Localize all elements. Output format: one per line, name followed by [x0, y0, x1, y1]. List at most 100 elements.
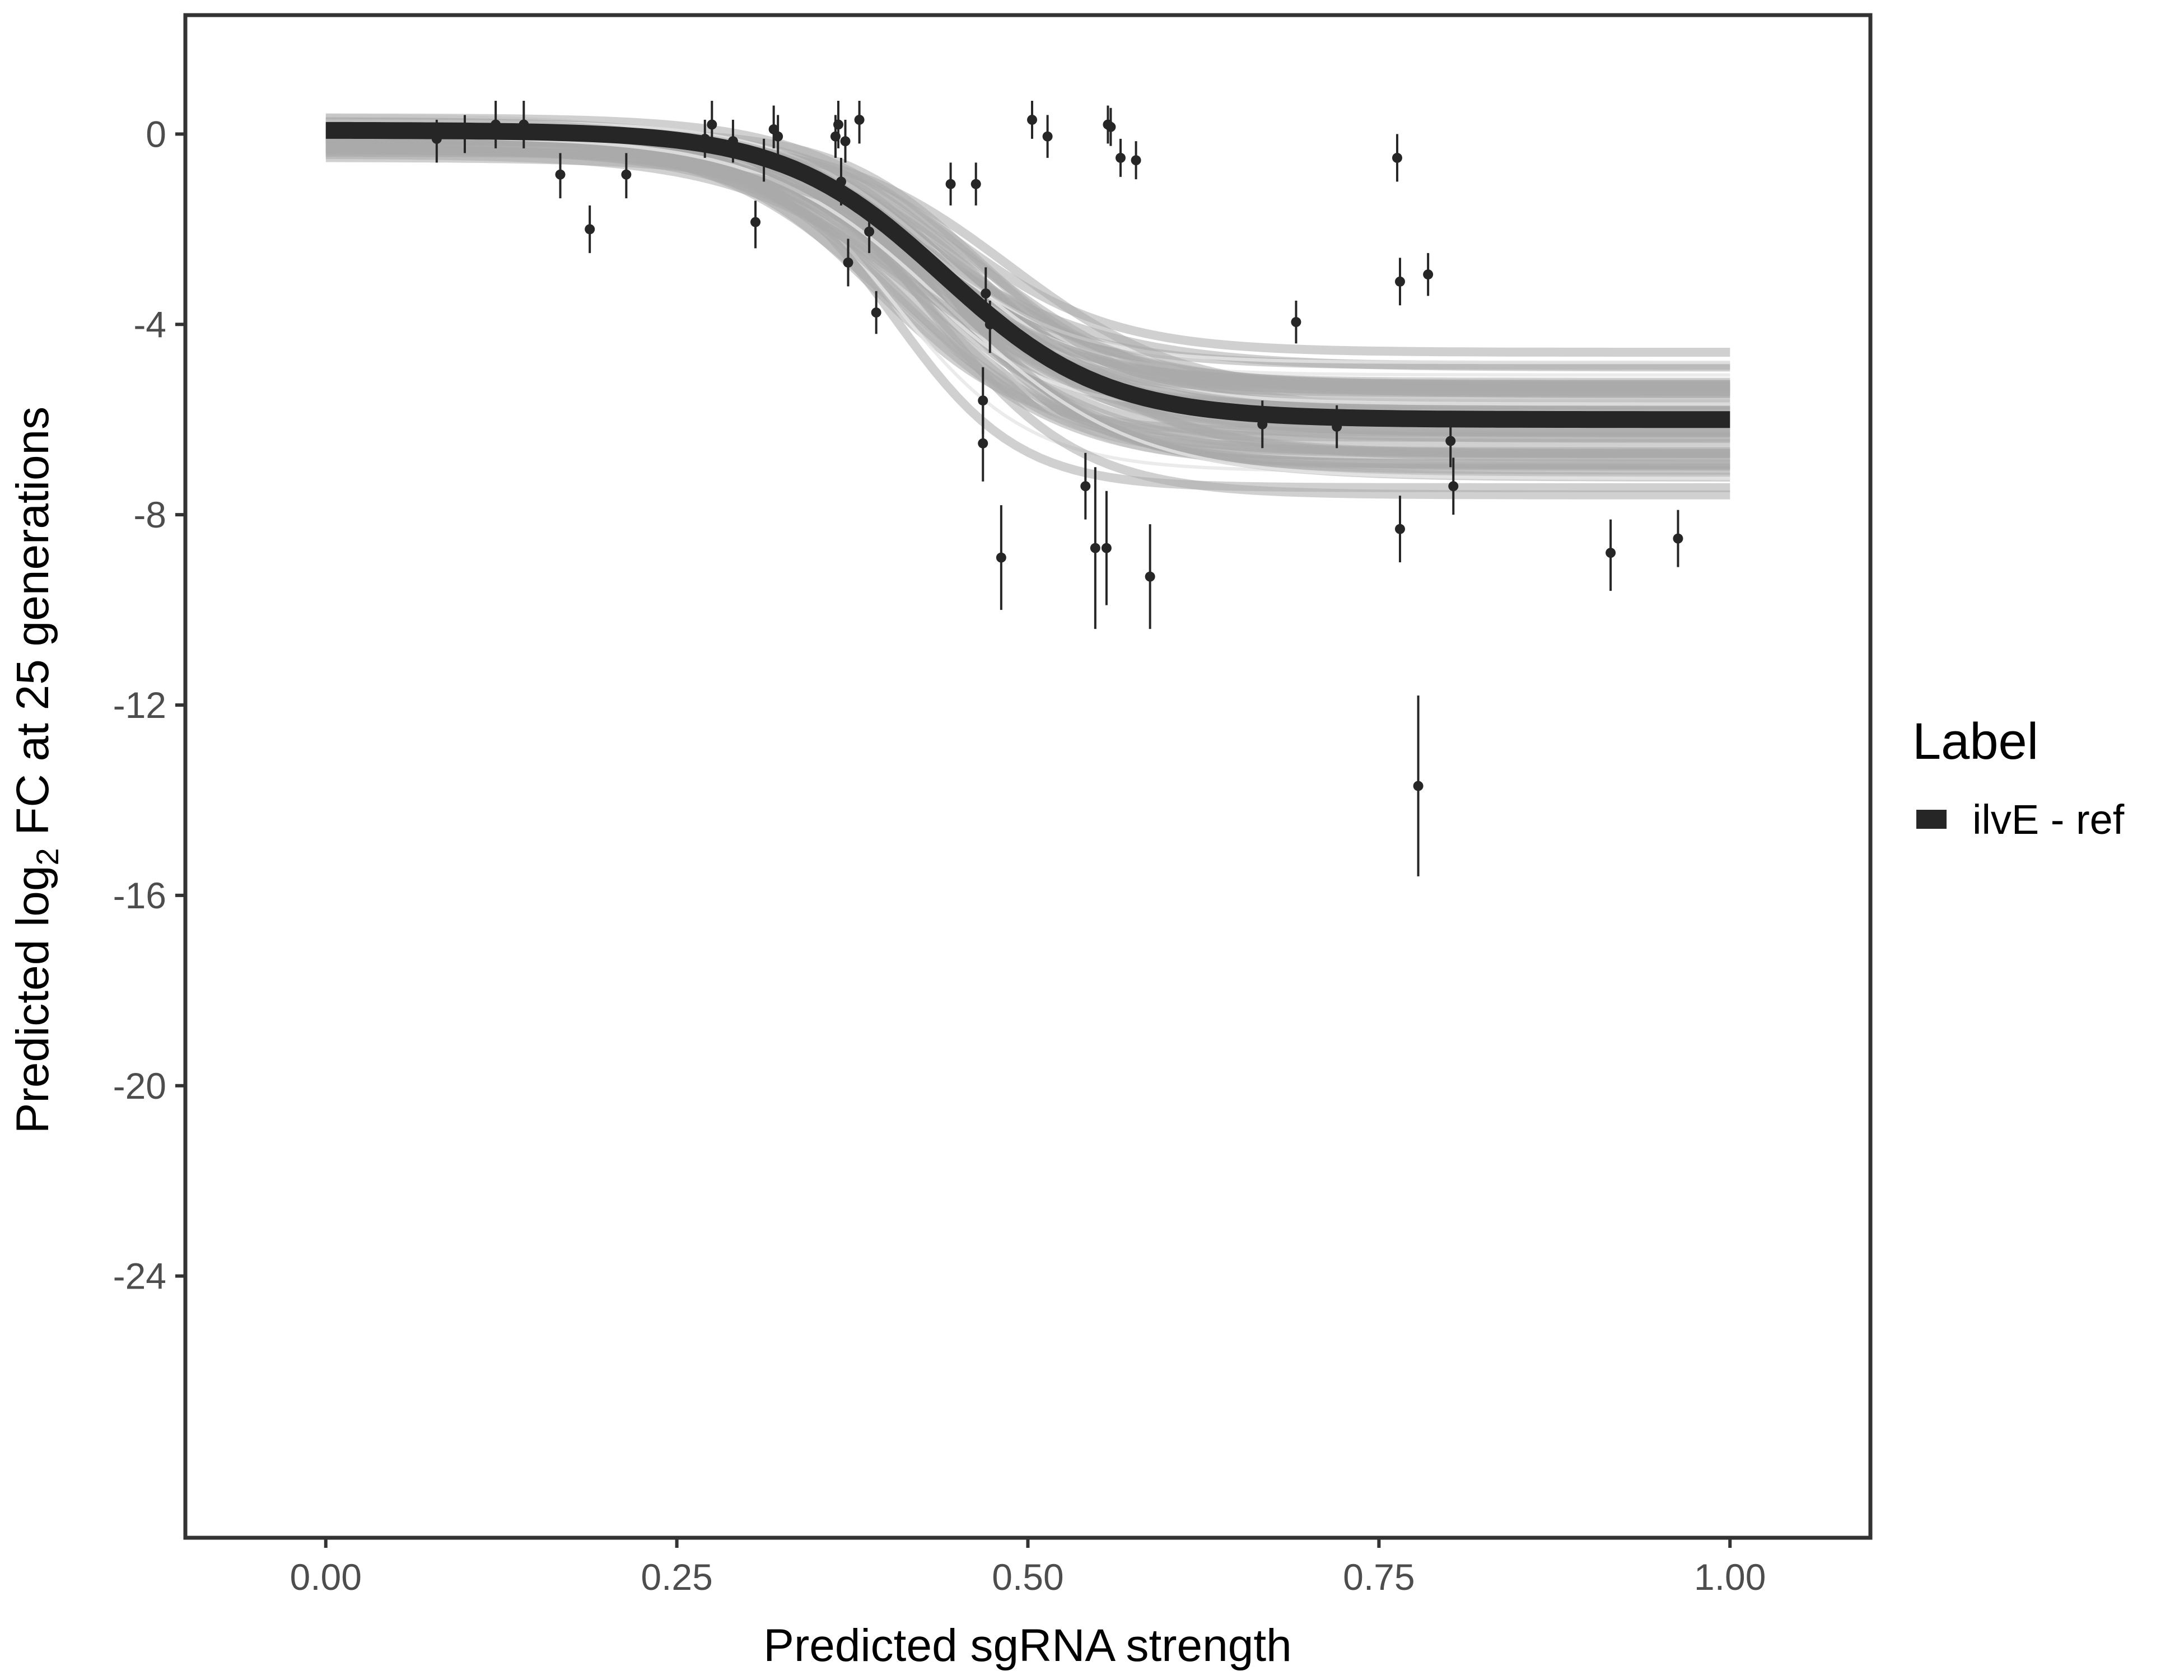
point-marker [1392, 152, 1402, 163]
data-point [981, 267, 991, 320]
point-marker [970, 179, 981, 189]
posterior-sample-curve [325, 113, 1730, 357]
point-marker [699, 133, 710, 144]
point-marker [945, 179, 956, 189]
data-point [1145, 524, 1155, 629]
data-point [864, 210, 875, 253]
data-point [519, 100, 529, 148]
y-tick-label: -8 [133, 494, 166, 535]
point-marker [727, 136, 738, 147]
data-point [945, 162, 956, 206]
point-marker [981, 288, 991, 299]
y-tick-label: -4 [133, 304, 166, 345]
y-tick-label: -16 [113, 875, 166, 916]
point-marker [1291, 317, 1301, 328]
data-point [970, 162, 981, 206]
point-marker [871, 307, 881, 318]
data-point [1027, 100, 1038, 139]
point-marker [1105, 122, 1116, 132]
data-point [836, 157, 847, 206]
point-marker [1606, 548, 1616, 558]
point-marker [840, 136, 851, 147]
y-tick-label: -12 [113, 684, 166, 726]
x-axis-title: Predicted sgRNA strength [763, 1620, 1291, 1671]
point-marker [621, 169, 632, 180]
point-marker [1115, 152, 1126, 163]
point-marker [984, 319, 995, 330]
data-point [854, 100, 865, 144]
fit-line [325, 122, 1730, 428]
x-tick-label: 1.00 [1694, 1556, 1766, 1598]
point-marker [1445, 436, 1456, 446]
point-marker [843, 257, 853, 268]
data-point [1101, 491, 1112, 605]
data-point [1392, 134, 1402, 182]
data-point [1394, 258, 1405, 306]
data-point [996, 505, 1006, 610]
point-marker [459, 129, 470, 139]
point-marker [978, 395, 988, 406]
legend: Label ilvE - ref [1912, 713, 2125, 843]
data-point [431, 119, 442, 163]
point-marker [1131, 155, 1141, 166]
x-tick-label: 0.75 [1343, 1556, 1415, 1598]
point-marker [750, 217, 761, 227]
data-points [431, 100, 1683, 876]
data-point [585, 205, 595, 253]
point-marker [585, 224, 595, 235]
data-point [843, 239, 853, 287]
point-marker [1101, 543, 1112, 553]
point-marker [854, 114, 865, 125]
data-point [1131, 141, 1141, 180]
data-point [707, 100, 717, 148]
data-point [773, 115, 783, 158]
point-marker [431, 133, 442, 144]
data-point [727, 119, 738, 163]
x-axis: 0.00 0.25 0.50 0.75 1.00 [290, 1538, 1766, 1598]
data-point [699, 119, 710, 158]
point-marker [773, 131, 783, 142]
point-marker [1090, 543, 1100, 553]
y-axis-title-rest: FC at 25 generations [7, 407, 58, 848]
x-tick-label: 0.50 [992, 1556, 1063, 1598]
point-marker [759, 155, 769, 166]
point-marker [978, 438, 988, 449]
data-point [1115, 138, 1126, 177]
data-point [840, 119, 851, 163]
data-point [750, 200, 761, 249]
point-marker [1413, 781, 1424, 791]
data-point [1105, 108, 1116, 146]
point-marker [491, 119, 501, 130]
data-point [984, 300, 995, 353]
point-marker [1423, 269, 1434, 280]
y-tick-label: 0 [146, 113, 166, 155]
point-marker [996, 552, 1006, 563]
data-point [1090, 467, 1100, 629]
data-point [1042, 115, 1053, 158]
point-marker [519, 119, 529, 130]
point-marker [707, 119, 717, 130]
point-marker [1145, 571, 1155, 582]
point-marker [1448, 481, 1459, 492]
legend-key-ilve-ref [1916, 810, 1947, 829]
y-axis-title-subscript: 2 [30, 848, 65, 865]
data-point [1394, 496, 1405, 563]
point-marker [836, 176, 847, 187]
y-axis: 0 -4 -8 -12 -16 -20 -24 [113, 113, 185, 1297]
point-marker [1080, 481, 1091, 492]
data-point [1257, 400, 1268, 449]
point-marker [1673, 533, 1683, 544]
data-point [833, 100, 843, 148]
point-marker [1042, 131, 1053, 142]
x-tick-label: 0.25 [641, 1556, 712, 1598]
data-point [1080, 452, 1091, 520]
data-point [1423, 253, 1434, 296]
y-tick-label: -20 [113, 1065, 166, 1107]
point-marker [1394, 276, 1405, 287]
y-axis-title-main: Predicted log [7, 866, 58, 1134]
data-point [1445, 414, 1456, 468]
data-point [759, 138, 769, 182]
y-tick-label: -24 [113, 1256, 166, 1297]
data-point [1448, 458, 1459, 515]
